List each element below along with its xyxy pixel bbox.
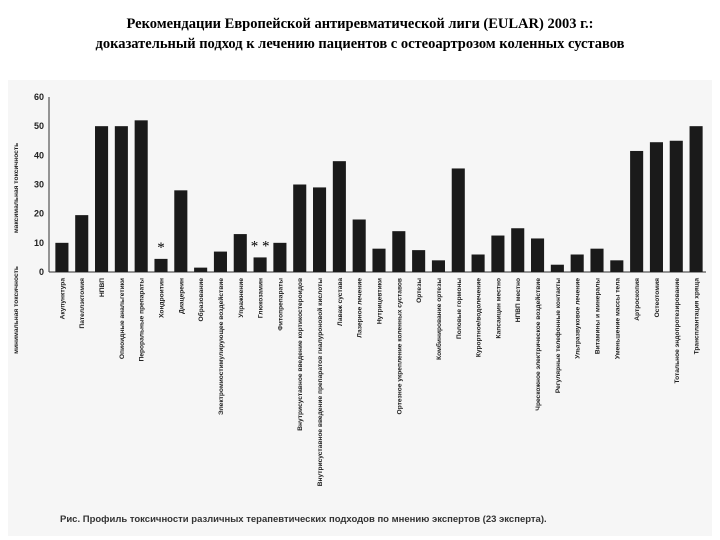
category-label: Пателлэктомия — [79, 278, 86, 329]
category-label: Ортезное укрепление коленных суставов — [396, 278, 403, 414]
bar — [392, 231, 406, 272]
category-label: Ортезы — [416, 278, 423, 303]
category-label: НПВП — [99, 278, 106, 297]
category-label: Ультразвуковое лечение — [575, 278, 582, 359]
bar — [610, 260, 624, 272]
bar — [95, 126, 109, 272]
category-label: Пероральные препараты — [139, 278, 146, 362]
y-tick-label: 10 — [34, 238, 44, 248]
bar — [531, 238, 545, 272]
bar — [174, 190, 188, 272]
bar — [154, 258, 168, 273]
category-label: Уменьшение массы тела — [614, 278, 621, 359]
bar — [570, 254, 584, 272]
bar — [352, 219, 366, 272]
category-label: Витамины и минералы — [595, 278, 602, 354]
category-label: Упражнение — [238, 278, 245, 318]
category-label: Глюкозамин — [258, 278, 265, 318]
category-label: Лазерное лечение — [357, 278, 364, 338]
bar — [75, 215, 89, 273]
y-tick-label: 60 — [34, 92, 44, 102]
category-label: Артроскопия — [634, 278, 641, 321]
category-label: Лаваж сустава — [337, 278, 344, 326]
y-axis-label-bottom: минимальная токсичность — [13, 266, 20, 354]
category-label: Фитопрепараты — [277, 278, 284, 331]
bar — [412, 250, 426, 273]
category-label: Акупунктура — [59, 278, 66, 320]
annotations: * * * — [157, 238, 269, 255]
bar — [134, 120, 148, 272]
bar — [372, 248, 386, 272]
slide-title-line-1: Рекомендации Европейской антиревматическ… — [126, 16, 594, 32]
y-tick-label: 20 — [34, 209, 44, 219]
annotation-asterisk: * * — [251, 238, 270, 254]
category-label: Внутрисуставное введение препаратов гиал… — [316, 278, 324, 487]
bar — [293, 184, 307, 272]
category-label: Регулярные телефонные контакты — [555, 278, 562, 394]
bar — [630, 150, 644, 272]
bar — [332, 161, 346, 272]
category-label: Трансплантация хряща — [694, 278, 701, 355]
category-label: Диацереин — [178, 278, 185, 314]
category-label: Нутрицевтики — [377, 278, 384, 324]
category-label: НПВП местно — [515, 278, 522, 322]
y-tick-label: 30 — [34, 180, 44, 190]
category-label: Остеотомия — [654, 278, 661, 318]
category-label: Капсаицин местно — [495, 278, 502, 339]
y-tick-label: 40 — [34, 150, 44, 160]
bar — [253, 257, 267, 272]
toxicity-bar-chart: 0 10 20 30 40 50 60 Акупунктура Пателлэктомия НП… — [13, 92, 706, 487]
bar — [55, 242, 69, 272]
bar — [213, 251, 227, 272]
bar — [194, 267, 208, 273]
category-label: Опиоидные анальгетики — [119, 278, 126, 359]
bar — [114, 126, 128, 272]
bar — [471, 254, 485, 272]
category-label: Внутрисуставное введение кортикостероидо… — [297, 278, 304, 431]
category-label: Хондроитин — [159, 278, 166, 318]
category-label: Половые гормоны — [456, 278, 463, 339]
bar — [511, 228, 525, 272]
bar — [491, 235, 505, 272]
bar — [233, 234, 247, 272]
slide-title: Рекомендации Европейской антиревматическ… — [0, 14, 720, 54]
bar — [550, 264, 564, 272]
bar — [689, 126, 703, 272]
category-label: Электромиостимулирующее воздействие — [217, 278, 225, 415]
figure-caption: Рис. Профиль токсичности различных терап… — [60, 514, 547, 525]
category-label: Комбинирование ортезы — [435, 278, 443, 360]
y-axis-label-top: максимальная токсичность — [13, 143, 20, 233]
y-tick-label: 0 — [39, 267, 44, 277]
annotation-asterisk: * — [157, 240, 165, 256]
y-tick-label: 50 — [34, 121, 44, 131]
bar — [451, 168, 465, 272]
figure-panel: 0 10 20 30 40 50 60 Акупунктура Пателлэктомия НП… — [8, 80, 712, 536]
bar — [590, 248, 604, 272]
bar-series — [55, 120, 703, 273]
bar — [649, 142, 663, 272]
category-label: Курортное/водолечение — [476, 278, 483, 357]
category-labels: Акупунктура Пателлэктомия НПВП Опиоидные ан… — [59, 278, 700, 487]
category-label: Чрескожное электрическое воздействие — [534, 278, 542, 411]
bar — [273, 242, 287, 272]
slide-title-line-2: доказательный подход к лечению пациентов… — [95, 36, 625, 52]
bar — [669, 140, 683, 272]
category-label: Образование — [197, 278, 205, 322]
bar — [431, 260, 445, 272]
bar — [313, 187, 327, 272]
category-label: Тотальное эндопротезирование — [674, 278, 681, 384]
